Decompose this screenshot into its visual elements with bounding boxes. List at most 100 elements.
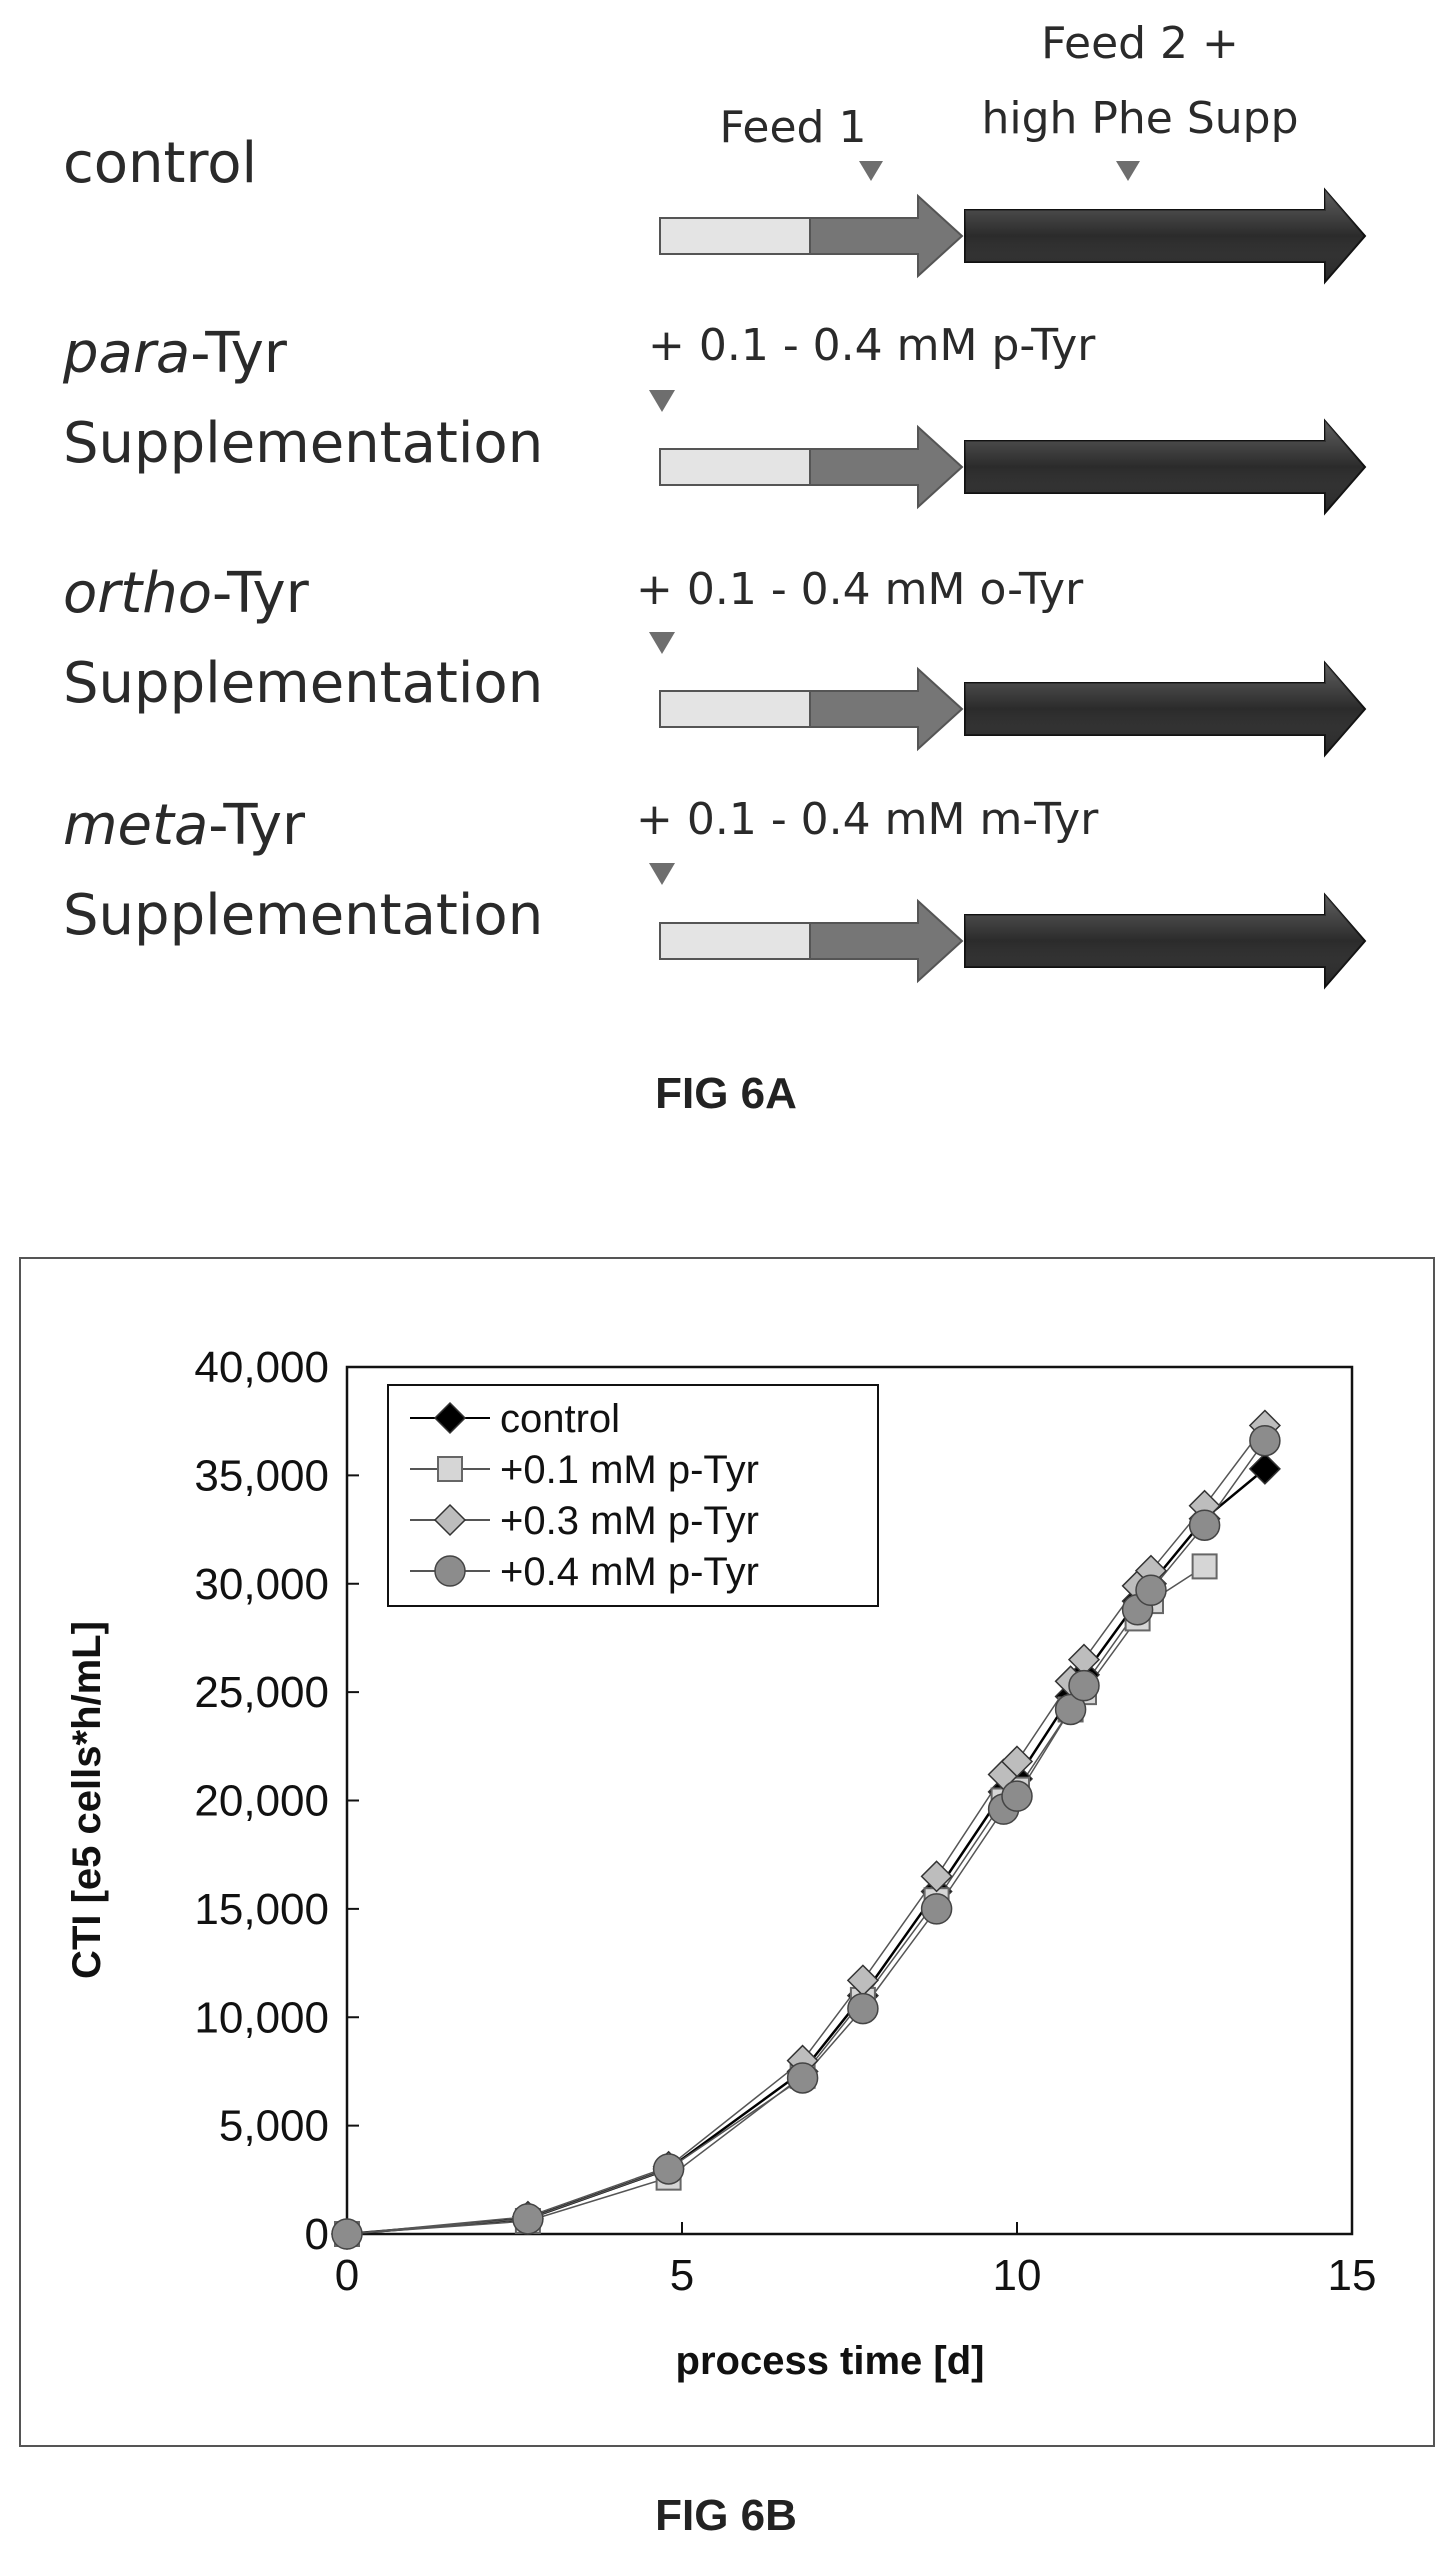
series-2-point (1067, 1643, 1101, 1676)
series-0-point (1188, 1502, 1221, 1535)
series-0-line (346, 1467, 1266, 2236)
legend-marker (437, 1456, 463, 1482)
series-3-point (1249, 1424, 1281, 1457)
legend-label: +0.1 mM p-Tyr (500, 1448, 759, 1492)
row-meta-marker (649, 863, 675, 885)
legend-marker (433, 1401, 467, 1435)
feed2-label-line1: Feed 2 + (1041, 18, 1239, 69)
feed1-marker (859, 161, 883, 181)
series-3-point (920, 1893, 953, 1925)
figure-6a: Feed 1 Feed 2 + high Phe Supp control pa… (62, 18, 1367, 1118)
feed2-marker (1116, 161, 1140, 181)
y-axis-title: CTI [e5 cells*h/mL] (65, 1621, 109, 1979)
row-para-label-line2: Supplementation (63, 411, 543, 476)
y-tick-label: 5,000 (219, 2102, 329, 2151)
series-2-point (1134, 1554, 1168, 1587)
series-1-point (1071, 1679, 1097, 1706)
row-control-timeline (659, 187, 1367, 285)
y-tick-label: 0 (305, 2210, 329, 2259)
legend-marker (434, 1555, 466, 1587)
series-2-point (987, 1758, 1020, 1791)
series-1-point (1191, 1553, 1218, 1580)
series-1-point (514, 2207, 541, 2234)
row-meta-label: meta-Tyr (63, 793, 306, 858)
series-2-point (330, 2217, 364, 2251)
series-0-point (1134, 1567, 1168, 1600)
series-1-point (923, 1887, 950, 1914)
row-meta-timeline (659, 892, 1367, 990)
x-tick-label: 10 (993, 2251, 1042, 2300)
y-tick-label: 40,000 (194, 1343, 329, 1392)
row-ortho-label: ortho-Tyr (63, 561, 310, 626)
legend-label: +0.3 mM p-Tyr (500, 1499, 759, 1543)
row-control-label: control (63, 131, 257, 196)
y-tick-label: 35,000 (194, 1451, 329, 1500)
series-3-point (987, 1793, 1020, 1825)
legend-label: control (500, 1397, 620, 1441)
series-3-point (847, 1992, 879, 2025)
series-3-point (1068, 1669, 1100, 1702)
row-para-annotation: + 0.1 - 0.4 mM p-Tyr (648, 320, 1096, 371)
legend-marker (433, 1503, 467, 1537)
series-1-point (990, 1787, 1017, 1814)
series-3-point (786, 2062, 819, 2094)
series-1-line (346, 1565, 1206, 2235)
figure-6b-border (19, 1257, 1435, 2447)
series-2-point (786, 2044, 819, 2077)
x-tick-label: 15 (1328, 2251, 1377, 2300)
row-ortho-timeline (659, 660, 1367, 758)
series-3-point (512, 2203, 544, 2235)
y-tick-label: 30,000 (194, 1560, 329, 1609)
series-2-point (920, 1860, 953, 1893)
series-2-point (652, 2150, 685, 2183)
row-meta-label-line2: Supplementation (63, 883, 543, 948)
series-3-point (1135, 1574, 1167, 1607)
feed1-label: Feed 1 (720, 102, 867, 153)
series-0-point (330, 2217, 364, 2251)
feed2-label-line2: high Phe Supp (981, 93, 1298, 144)
series-3-line (346, 1440, 1266, 2235)
y-tick-label: 10,000 (194, 1993, 329, 2042)
series-2-point (1121, 1569, 1154, 1602)
series-1-point (1057, 1696, 1084, 1723)
row-ortho-annotation: + 0.1 - 0.4 mM o-Tyr (636, 564, 1084, 615)
row-para-timeline (659, 418, 1367, 516)
series-3-point (1001, 1780, 1033, 1812)
series-0-point (1000, 1762, 1034, 1795)
legend: control +0.1 mM p-Tyr +0.3 mM p-Tyr +0.4 mM… (387, 1384, 879, 1607)
x-axis-title: process time [d] (676, 2339, 985, 2383)
series-0-point (786, 2055, 819, 2088)
row-ortho-marker (649, 632, 675, 654)
x-tick-label: 5 (670, 2251, 694, 2300)
caption-fig-6a: FIG 6A (655, 1069, 797, 1118)
series-1-point (334, 2221, 360, 2247)
series-3-point (1188, 1509, 1221, 1541)
series-0-point (652, 2152, 685, 2186)
series-0-point (1248, 1452, 1281, 1485)
series-3-point (1121, 1594, 1154, 1626)
row-meta-annotation: + 0.1 - 0.4 mM m-Tyr (636, 794, 1099, 845)
series-0-point (987, 1775, 1020, 1808)
series-1-point (655, 2164, 682, 2191)
series-0-point (1054, 1680, 1087, 1713)
series-0-point (846, 1979, 879, 2012)
series-0-point (511, 2202, 544, 2235)
series-2-point (1000, 1745, 1034, 1778)
y-tick-label: 15,000 (194, 1885, 329, 1934)
row-ortho-label-line2: Supplementation (63, 651, 543, 716)
series-2-line (346, 1425, 1266, 2235)
caption-fig-6b: FIG 6B (655, 2491, 797, 2540)
series-2-point (1188, 1489, 1221, 1522)
series-1-point (1004, 1776, 1030, 1803)
series-3-point (1054, 1693, 1087, 1726)
plot-area (345, 1365, 1354, 2236)
series-0-point (1067, 1658, 1101, 1691)
series-3-point (652, 2153, 685, 2185)
y-tick-label: 25,000 (194, 1668, 329, 1717)
row-para-label: para-Tyr (62, 321, 288, 386)
series-2-point (511, 2200, 544, 2233)
series-2-point (1054, 1665, 1087, 1698)
x-tick-label: 0 (335, 2251, 359, 2300)
series-1-point (849, 1986, 876, 2013)
series-1-point (1138, 1588, 1164, 1615)
